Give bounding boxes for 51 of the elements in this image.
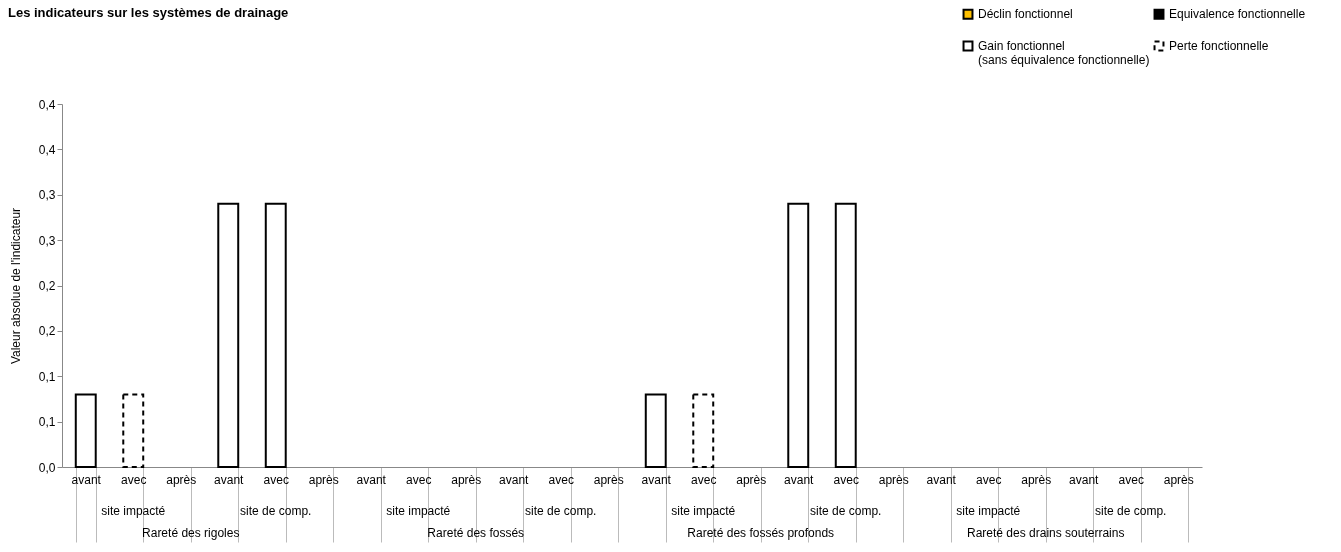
chart-title: Les indicateurs sur les systèmes de drainage: [8, 5, 289, 20]
x-tick-label: avec: [691, 472, 717, 487]
text: Rareté des rigoles: [142, 526, 240, 540]
x-tick-label: avec: [976, 472, 1002, 487]
y-tick-label: 0,3: [38, 188, 56, 203]
x-tick-label: avant: [926, 472, 957, 487]
text: site de comp.: [810, 504, 882, 518]
text: site de comp.: [525, 504, 597, 518]
y-axis-title: Valeur absolue de l'indicateur: [8, 207, 23, 365]
x-tick-label: après: [1163, 472, 1194, 487]
y-tick-label: 0,4: [38, 97, 56, 112]
legend-label: Déclin fonctionnel: [978, 7, 1073, 22]
x-tick-label: après: [1021, 472, 1052, 487]
text: site impacté: [386, 504, 451, 518]
text: site de comp.: [240, 504, 312, 518]
text: site impacté: [671, 504, 736, 518]
x-tick-label: avec: [406, 472, 432, 487]
text: Rareté des drains souterrains: [967, 526, 1125, 540]
x-tick-label: après: [308, 472, 339, 487]
y-tick-label: 0,4: [38, 142, 56, 157]
legend-label: Perte fonctionnelle: [1169, 39, 1269, 53]
x-tick-label: après: [166, 472, 197, 487]
y-tick-label: 0,0: [38, 460, 56, 475]
x-tick-label: avant: [356, 472, 387, 487]
x-tick-label: avant: [214, 472, 245, 487]
y-tick-label: 0,3: [38, 233, 56, 248]
x-tick-label: avec: [1118, 472, 1144, 487]
x-tick-label: avant: [1069, 472, 1100, 487]
y-tick-label: 0,1: [38, 369, 56, 384]
x-tick-label: après: [451, 472, 482, 487]
x-tick-label: avant: [641, 472, 672, 487]
x-tick-label: avec: [121, 472, 147, 487]
x-tick-label: avant: [784, 472, 815, 487]
text: Rareté des fossés profonds: [687, 526, 835, 540]
x-tick-label: après: [878, 472, 909, 487]
y-tick-label: 0,2: [38, 324, 56, 339]
x-tick-label: après: [593, 472, 624, 487]
x-tick-label: avec: [548, 472, 574, 487]
legend-label: Gain fonctionnel (sans équivalence fonctionnelle): [978, 39, 1150, 67]
text: site impacté: [101, 504, 166, 518]
x-tick-label: avant: [71, 472, 102, 487]
text: site de comp.: [1095, 504, 1167, 518]
x-tick-label: après: [736, 472, 767, 487]
legend-label: Equivalence fonctionnelle: [1169, 7, 1306, 22]
text: Rareté des fossés: [427, 526, 525, 540]
x-tick-label: avant: [499, 472, 530, 487]
x-tick-label: avec: [833, 472, 859, 487]
y-tick-label: 0,1: [38, 415, 56, 430]
text: site impacté: [956, 504, 1021, 518]
x-tick-label: avec: [263, 472, 289, 487]
y-tick-label: 0,2: [38, 279, 56, 293]
